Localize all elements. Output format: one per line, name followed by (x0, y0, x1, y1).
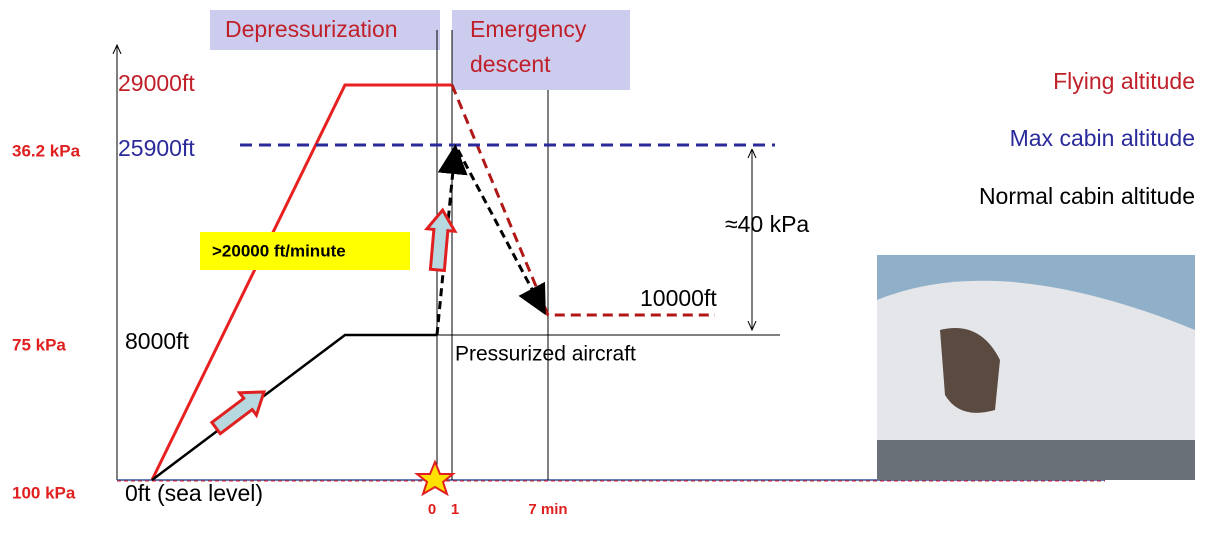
time-label: 1 (451, 501, 459, 518)
phase-label: descent (470, 51, 551, 77)
cabin-altitude-line (152, 335, 437, 480)
altitude-label: 10000ft (640, 285, 717, 311)
annotation: >20000 ft/minute (212, 241, 346, 260)
cabin-descent (458, 150, 543, 310)
phase-label: Emergency (470, 16, 587, 42)
block-arrow (208, 381, 273, 439)
pressure-label: 75 kPa (12, 335, 66, 354)
altitude-label: 8000ft (125, 328, 190, 354)
legend-label: Flying altitude (1053, 68, 1195, 94)
altitude-label: 0ft (sea level) (125, 480, 263, 506)
event-star (417, 462, 453, 494)
annotation: Pressurized aircraft (455, 343, 636, 366)
pressure-label: 100 kPa (12, 483, 76, 502)
time-label: 7 min (528, 501, 567, 518)
phase-label: Depressurization (225, 16, 398, 42)
aircraft-photo (877, 255, 1195, 480)
page: {"phases": {"depressurization": "Depress… (0, 0, 1210, 528)
legend-label: Normal cabin altitude (979, 183, 1195, 209)
legend-label: Max cabin altitude (1010, 125, 1195, 151)
altitude-label: 25900ft (118, 135, 195, 161)
diagram: Depressurization Emergency descent 29000… (0, 0, 1210, 528)
annotation: ≈40 kPa (725, 211, 809, 237)
time-label: 0 (428, 501, 436, 518)
descent-line (452, 85, 715, 315)
pressure-label: 36.2 kPa (12, 141, 81, 160)
altitude-label: 29000ft (118, 70, 195, 96)
